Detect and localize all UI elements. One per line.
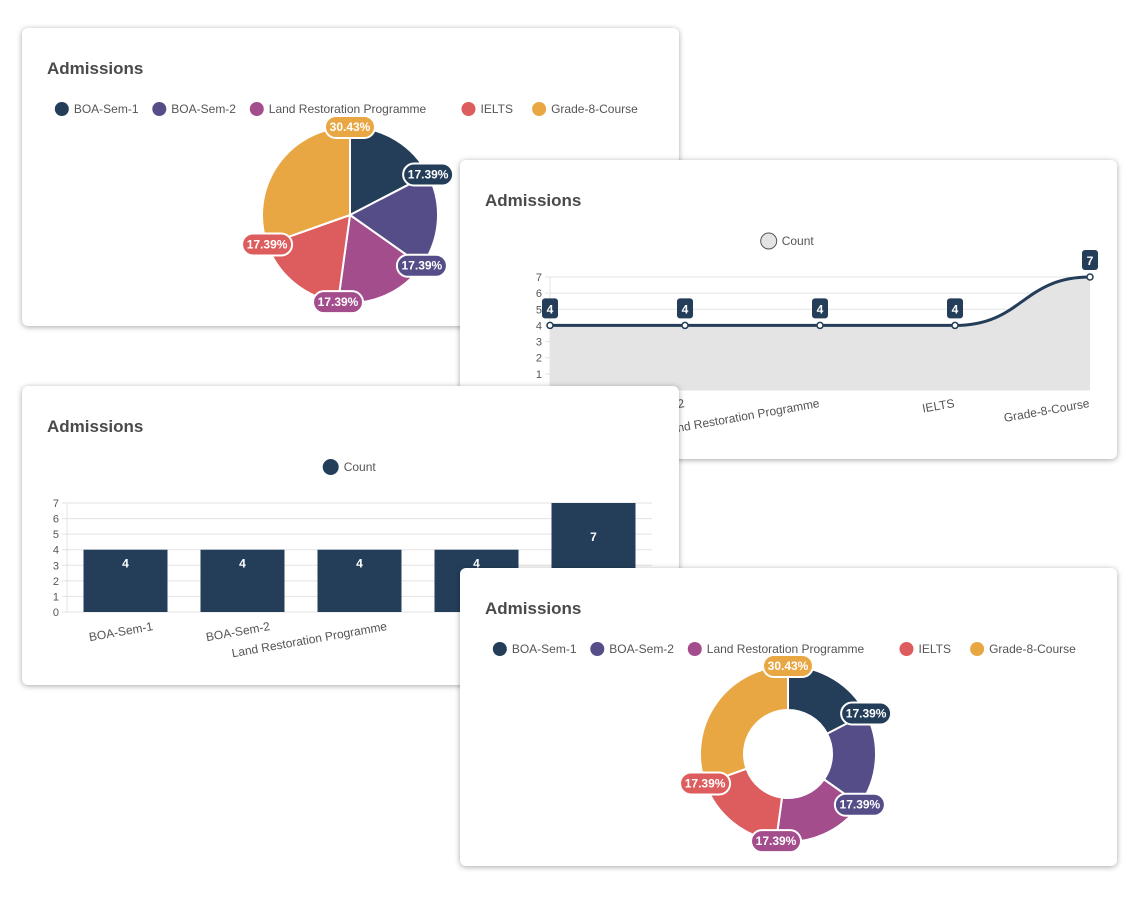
pie-slice: [699, 664, 789, 785]
point-value-label: 4: [682, 302, 689, 316]
slice-label-badge: [833, 792, 886, 817]
legend-label: Land Restoration Programme: [269, 102, 427, 116]
legend-swatch: [760, 232, 778, 250]
legend-label: IELTS: [919, 642, 951, 656]
x-tick-label: IELTS: [921, 396, 955, 415]
y-tick-label: 4: [536, 320, 542, 332]
legend-label: Grade-8-Course: [989, 642, 1076, 656]
legend-label: BOA-Sem-2: [609, 642, 674, 656]
y-tick-label: 5: [53, 529, 59, 541]
bar: [200, 549, 285, 612]
y-tick-label: 6: [53, 514, 59, 526]
legend-label: BOA-Sem-1: [74, 102, 139, 116]
slice-label: 17.39%: [318, 295, 359, 309]
card-title: Admissions: [47, 417, 144, 436]
slice-label: 17.39%: [247, 237, 288, 251]
slice-label-badge: [762, 654, 814, 678]
legend-swatch: [590, 642, 605, 656]
slice-label: 30.43%: [768, 659, 809, 673]
slice-label-badge: [679, 771, 732, 796]
card-title: Admissions: [485, 191, 582, 210]
x-tick-label: Land Restoration Programme: [663, 396, 821, 437]
slice-label-badge: [324, 115, 376, 139]
slice-label: 17.39%: [402, 259, 443, 273]
slice-label-badge: [840, 701, 893, 726]
slice-label-badge: [750, 829, 803, 854]
legend-swatch: [492, 642, 507, 656]
y-tick-label: 3: [536, 337, 542, 349]
bar-value-label: 7: [590, 530, 597, 544]
slice-label: 17.39%: [408, 168, 449, 182]
legend-label: Count: [344, 460, 377, 474]
y-tick-label: 3: [53, 560, 59, 572]
slice-label: 17.39%: [846, 707, 887, 721]
card-title: Admissions: [485, 599, 582, 618]
line-chart: Count76543210444472Land Restoration Prog…: [536, 232, 1098, 437]
slice-label-badge: [395, 253, 448, 278]
legend-swatch: [532, 102, 547, 116]
data-point: [546, 321, 554, 330]
slice-label: 30.43%: [330, 120, 371, 134]
legend-label: Count: [782, 234, 815, 248]
point-value-label: 4: [817, 302, 824, 316]
bar-value-label: 4: [239, 557, 246, 571]
bar-value-label: 4: [473, 557, 480, 571]
bar: [83, 549, 168, 612]
y-tick-label: 7: [536, 272, 542, 284]
y-tick-label: 5: [536, 304, 542, 316]
bar-value-label: 4: [356, 557, 363, 571]
y-tick-label: 0: [53, 607, 59, 619]
legend-swatch: [152, 102, 167, 116]
y-tick-label: 1: [53, 591, 59, 603]
data-point: [681, 321, 689, 330]
point-value-label: 7: [1087, 254, 1094, 268]
bar-value-label: 4: [122, 557, 129, 571]
y-tick-label: 7: [53, 498, 59, 510]
point-label-badge: [812, 298, 828, 319]
slice-label-badge: [241, 232, 294, 257]
legend-label: BOA-Sem-2: [171, 102, 236, 116]
point-label-badge: [1082, 250, 1098, 270]
bar: [317, 549, 402, 612]
point-label-badge: [677, 298, 693, 319]
area-fill: [550, 277, 1090, 390]
legend-label: IELTS: [481, 102, 513, 116]
x-tick-label: Grade-8-Course: [1003, 396, 1091, 425]
pie-chart: BOA-Sem-1 BOA-Sem-2 Land Restoration Progr…: [54, 102, 638, 315]
point-value-label: 4: [952, 302, 959, 316]
point-value-label: 4: [547, 302, 554, 316]
y-tick-label: 1: [536, 369, 542, 381]
data-point: [951, 321, 959, 330]
x-tick-label: BOA-Sem-1: [88, 619, 154, 644]
point-label-badge: [947, 298, 963, 319]
y-tick-label: 6: [536, 288, 542, 300]
donut-chart-card: Admissions BOA-Sem-1 BOA-Sem-2 Land Restor…: [460, 568, 1117, 866]
slice-label-badge: [402, 162, 455, 187]
slice-label-badge: [312, 290, 365, 315]
legend-label: BOA-Sem-1: [512, 642, 577, 656]
legend-swatch: [249, 102, 264, 116]
card-title: Admissions: [47, 59, 144, 78]
legend-swatch: [54, 102, 69, 116]
point-label-badge: [542, 298, 558, 319]
slice-label: 17.39%: [756, 834, 797, 848]
legend-swatch: [687, 642, 702, 656]
x-tick-label: 2: [677, 396, 686, 411]
donut-chart: BOA-Sem-1 BOA-Sem-2 Land Restoration Progr…: [492, 642, 1076, 854]
slice-label: 17.39%: [840, 798, 881, 812]
legend-label: Land Restoration Programme: [707, 642, 865, 656]
y-tick-label: 2: [53, 576, 59, 588]
data-point: [816, 321, 824, 330]
legend-swatch: [899, 642, 914, 656]
slice-label: 17.39%: [685, 776, 726, 790]
y-tick-label: 2: [536, 353, 542, 365]
legend-label: Grade-8-Course: [551, 102, 638, 116]
legend-swatch: [970, 642, 985, 656]
legend-swatch: [322, 459, 339, 475]
y-tick-label: 4: [53, 545, 59, 557]
data-point: [1086, 273, 1094, 281]
legend-swatch: [461, 102, 476, 116]
